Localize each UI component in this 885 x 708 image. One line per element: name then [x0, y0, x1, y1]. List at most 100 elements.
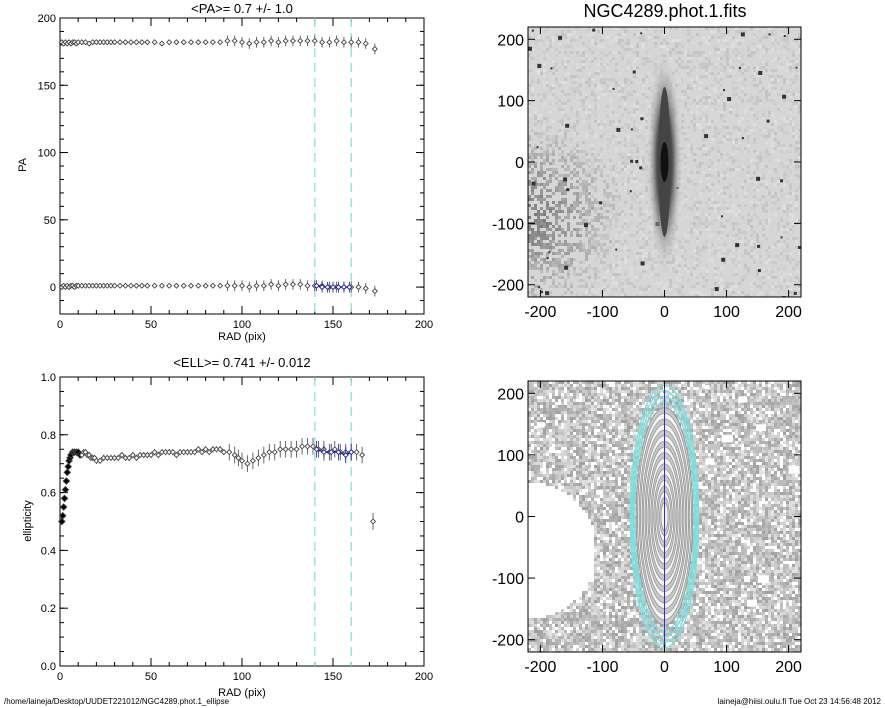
pixel: [723, 72, 726, 75]
pixel: [597, 207, 600, 210]
y-tick-label: 200: [497, 32, 524, 49]
pixel: [717, 129, 720, 132]
pixel: [723, 186, 726, 189]
pixel: [741, 132, 744, 135]
pixel: [627, 93, 630, 96]
pixel: [738, 138, 741, 141]
pixel: [546, 129, 549, 132]
pixel: [732, 258, 735, 261]
pixel: [687, 138, 690, 141]
pixel: [708, 63, 711, 66]
pixel: [780, 63, 783, 66]
pixel: [786, 30, 789, 33]
star: [766, 119, 770, 123]
pixel: [678, 264, 681, 267]
pixel: [534, 186, 537, 189]
pixel: [576, 171, 579, 174]
pixel: [726, 33, 729, 36]
pixel: [726, 255, 729, 258]
pixel: [672, 42, 675, 45]
pixel: [741, 102, 744, 105]
pixel: [714, 246, 717, 249]
data-point: [333, 37, 340, 44]
pixel: [546, 90, 549, 93]
pixel: [780, 279, 783, 282]
pixel: [648, 276, 651, 279]
pixel: [771, 288, 774, 291]
pixel: [729, 240, 732, 243]
pixel: [528, 261, 531, 264]
pixel: [582, 285, 585, 288]
pixel: [612, 180, 615, 183]
pixel: [780, 75, 783, 78]
data-point: [173, 39, 180, 46]
pixel: [597, 144, 600, 147]
pixel: [579, 273, 582, 276]
pixel: [756, 216, 759, 219]
pixel: [549, 189, 552, 192]
pixel: [645, 75, 648, 78]
pixel: [624, 159, 627, 162]
data-point: [133, 39, 140, 46]
pixel: [552, 273, 555, 276]
pixel: [615, 243, 618, 246]
pixel: [564, 291, 567, 294]
pixel: [540, 231, 543, 234]
pixel: [789, 291, 792, 294]
pixel: [687, 231, 690, 234]
pixel: [732, 96, 735, 99]
pixel: [573, 258, 576, 261]
pixel: [585, 291, 588, 294]
pixel: [753, 78, 756, 81]
pixel: [537, 255, 540, 258]
pixel: [627, 63, 630, 66]
pixel: [684, 195, 687, 198]
pixel: [573, 108, 576, 111]
pixel: [645, 264, 648, 267]
pixel: [780, 285, 783, 288]
data-point: [319, 284, 326, 291]
pixel: [693, 159, 696, 162]
pixel: [708, 270, 711, 273]
data-point: [166, 282, 173, 289]
pixel: [609, 240, 612, 243]
pixel: [552, 261, 555, 264]
pixel: [684, 66, 687, 69]
pixel: [756, 279, 759, 282]
pixel: [603, 162, 606, 165]
pixel: [699, 252, 702, 255]
pixel: [753, 162, 756, 165]
pixel: [579, 54, 582, 57]
y-tick-label: 50: [44, 215, 56, 227]
pixel: [531, 189, 534, 192]
pixel: [744, 267, 747, 270]
pixel: [531, 186, 534, 189]
pixel: [603, 261, 606, 264]
pixel: [732, 234, 735, 237]
pixel: [798, 381, 801, 384]
pixel: [543, 237, 546, 240]
pixel: [771, 144, 774, 147]
pixel: [684, 162, 687, 165]
pixel: [633, 42, 636, 45]
pixel: [681, 153, 684, 156]
pixel: [714, 108, 717, 111]
pixel: [606, 93, 609, 96]
pixel: [744, 198, 747, 201]
pixel: [753, 69, 756, 72]
pixel: [675, 75, 678, 78]
pixel: [573, 147, 576, 150]
pixel: [531, 249, 534, 252]
pixel: [534, 99, 537, 102]
pixel: [609, 267, 612, 270]
pixel: [768, 99, 771, 102]
pixel: [558, 120, 561, 123]
pixel: [756, 75, 759, 78]
pixel: [693, 258, 696, 261]
pixel: [729, 108, 732, 111]
pixel: [618, 81, 621, 84]
pixel: [786, 174, 789, 177]
pixel: [717, 381, 720, 384]
pixel: [606, 36, 609, 39]
pixel: [609, 159, 612, 162]
